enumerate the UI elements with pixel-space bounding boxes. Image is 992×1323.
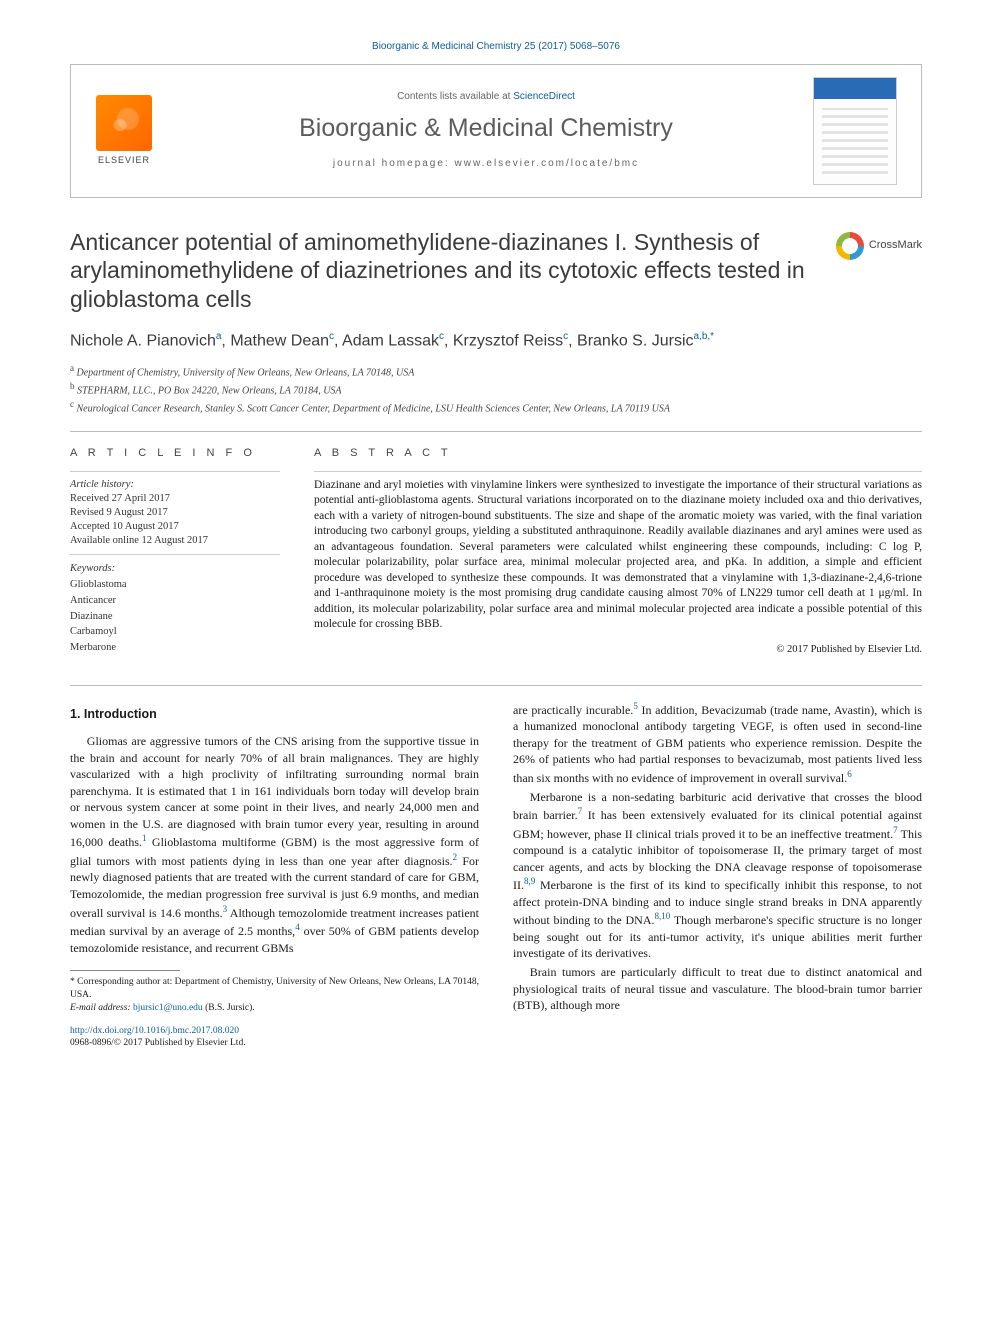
body-two-column: 1. Introduction Gliomas are aggressive t… [70,700,922,1049]
history-revised: Revised 9 August 2017 [70,506,280,520]
body-paragraph: Brain tumors are particularly difficult … [513,964,922,1014]
doi-block: http://dx.doi.org/10.1016/j.bmc.2017.08.… [70,1025,479,1050]
section-heading-intro: 1. Introduction [70,706,479,723]
body-paragraph: Merbarone is a non-sedating barbituric a… [513,789,922,962]
history-online: Available online 12 August 2017 [70,534,280,548]
abstract-heading: A B S T R A C T [314,446,922,461]
abstract-block: A B S T R A C T Diazinane and aryl moiet… [314,446,922,657]
history-received: Received 27 April 2017 [70,492,280,506]
body-text: are practically incurable. [513,703,633,717]
divider [70,431,922,432]
top-citation: Bioorganic & Medicinal Chemistry 25 (201… [70,40,922,54]
ref-link[interactable]: 6 [847,769,852,779]
divider-thin [70,554,280,555]
homepage-url[interactable]: www.elsevier.com/locate/bmc [455,158,640,169]
email-label: E-mail address: [70,1003,133,1013]
abstract-copyright: © 2017 Published by Elsevier Ltd. [314,643,922,657]
journal-cover-thumb [813,77,897,185]
crossmark-widget[interactable]: CrossMark [836,232,922,260]
ref-link[interactable]: 8,10 [655,911,671,921]
history-accepted: Accepted 10 August 2017 [70,520,280,534]
divider [70,685,922,686]
email-link[interactable]: bjursic1@uno.edu [133,1003,203,1013]
article-info: A R T I C L E I N F O Article history: R… [70,446,280,657]
keywords-label: Keywords: [70,561,280,577]
article-info-heading: A R T I C L E I N F O [70,446,280,461]
keywords-list: GlioblastomaAnticancerDiazinaneCarbamoyl… [70,577,280,656]
body-paragraph: are practically incurable.5 In addition,… [513,700,922,787]
email-suffix: (B.S. Jursic). [203,1003,255,1013]
footnote-separator [70,970,180,971]
body-paragraph: Gliomas are aggressive tumors of the CNS… [70,733,479,956]
contents-prefix: Contents lists available at [397,91,513,102]
corresponding-author-note: * Corresponding author at: Department of… [70,976,479,1002]
journal-homepage: journal homepage: www.elsevier.com/locat… [177,157,795,171]
sciencedirect-link[interactable]: ScienceDirect [513,91,575,102]
doi-link[interactable]: http://dx.doi.org/10.1016/j.bmc.2017.08.… [70,1026,239,1036]
elsevier-logo: ELSEVIER [89,95,159,166]
doi-copyright: 0968-0896/© 2017 Published by Elsevier L… [70,1038,246,1048]
abstract-text: Diazinane and aryl moieties with vinylam… [314,478,922,633]
crossmark-icon [836,232,864,260]
journal-header: ELSEVIER Contents lists available at Sci… [70,64,922,198]
crossmark-label: CrossMark [869,238,922,253]
body-text: Gliomas are aggressive tumors of the CNS… [70,734,479,849]
article-title: Anticancer potential of aminomethylidene… [70,228,818,314]
elsevier-label: ELSEVIER [98,154,150,166]
elsevier-tree-icon [96,95,152,151]
divider-thin [70,471,280,472]
divider-thin [314,471,922,472]
homepage-label: journal homepage: [333,158,455,169]
author-list: Nichole A. Pianovicha, Mathew Deanc, Ada… [70,330,922,352]
history-label: Article history: [70,478,280,492]
journal-name: Bioorganic & Medicinal Chemistry [177,112,795,146]
email-line: E-mail address: bjursic1@uno.edu (B.S. J… [70,1002,479,1015]
ref-link[interactable]: 8,9 [524,876,535,886]
contents-available-line: Contents lists available at ScienceDirec… [177,90,795,104]
affiliations: a Department of Chemistry, University of… [70,362,922,417]
